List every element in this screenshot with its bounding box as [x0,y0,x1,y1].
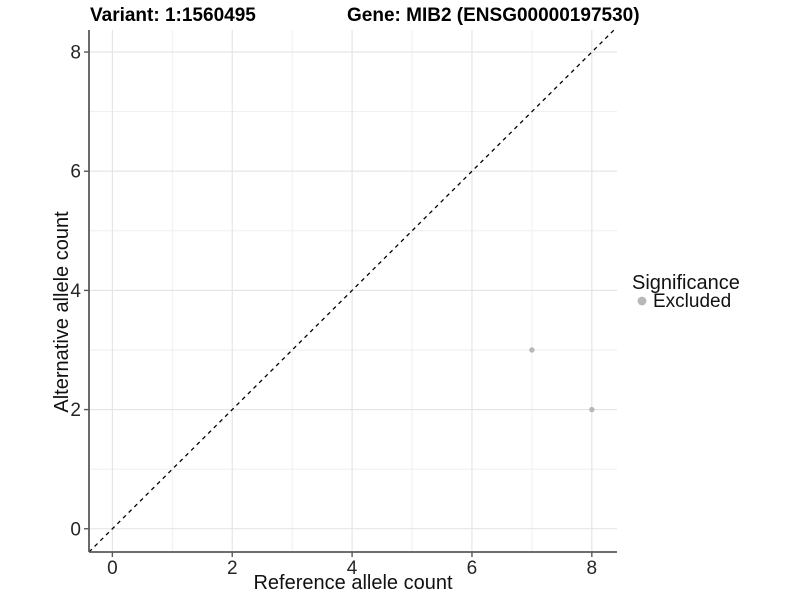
y-axis-title: Alternative allele count [51,211,73,413]
y-tick-label: 4 [70,281,81,302]
plot-title-variant: Variant: 1:1560495 [90,5,256,26]
gridlines-minor [89,30,617,552]
y-tick-label: 6 [70,162,81,183]
data-point [529,347,535,353]
gridlines-major [89,30,617,552]
y-tick-label: 8 [70,43,81,64]
axes-layer [84,30,617,557]
x-axis-title: Reference allele count [253,572,452,594]
x-tick-label: 2 [227,558,238,579]
identity-line-layer [88,29,615,553]
legend-item-label: Excluded [653,291,731,312]
y-tick-label: 0 [70,519,81,540]
data-point [589,406,595,413]
legend-marker-circle-icon [637,296,647,306]
data-points-layer [529,347,595,413]
tick-labels-layer: 0 2 4 6 8 0 2 4 6 8 [70,43,597,579]
x-tick-label: 4 [347,558,358,579]
x-tick-label: 0 [107,558,118,579]
y-tick-label: 2 [70,400,81,421]
identity-dashed-line [88,29,615,553]
x-tick-label: 8 [587,558,598,579]
legend-title: Significance [632,272,740,294]
legend: Significance Excluded [632,272,740,312]
x-tick-label: 6 [467,558,478,579]
plot-panel [89,30,617,552]
plot-title-gene: Gene: MIB2 (ENSG00000197530) [347,5,640,26]
legend-item-excluded: Excluded [637,291,731,312]
